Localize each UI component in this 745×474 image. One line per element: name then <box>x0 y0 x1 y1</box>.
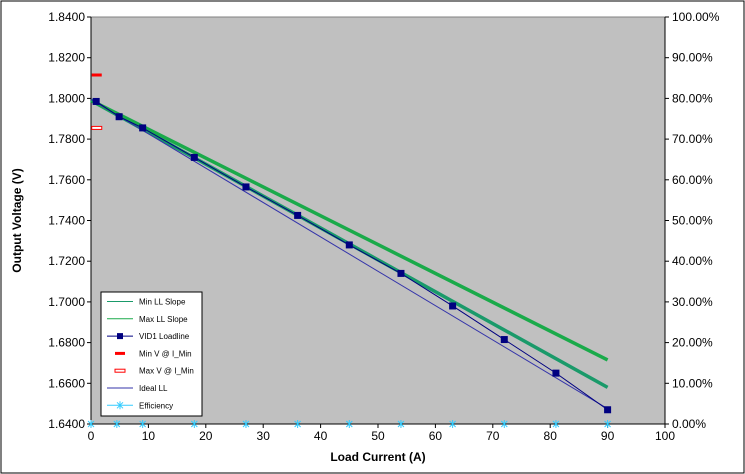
vid1-loadline-point <box>242 183 250 191</box>
y2-tick-label: 50.00% <box>672 214 713 228</box>
vid1-loadline-point <box>115 113 123 121</box>
axis-ticks: 0 10 20 30 40 50 60 70 80 90 100 1.6400 1.6600 1.6800… <box>48 10 719 443</box>
vid1-loadline-point <box>345 241 353 249</box>
legend-item: Efficiency <box>107 401 173 410</box>
y-tick-label: 1.8000 <box>48 91 85 105</box>
legend-item: VID1 Loadline <box>107 332 190 341</box>
efficiency-point <box>87 420 95 428</box>
efficiency-point <box>397 420 405 428</box>
efficiency-point <box>242 420 250 428</box>
legend-item: Max V @ I_Min <box>114 367 194 376</box>
vid1-loadline-point <box>92 97 100 105</box>
y-tick-label: 1.8200 <box>48 51 85 65</box>
vid1-loadline-point <box>449 302 457 310</box>
vid1-loadline-point <box>500 336 508 344</box>
x-tick-label: 30 <box>257 429 271 443</box>
y2-tick-label: 70.00% <box>672 132 713 146</box>
vid1-loadline-point <box>190 153 198 161</box>
legend-item: Min LL Slope <box>107 298 186 307</box>
x-tick-label: 0 <box>88 429 95 443</box>
y2-tick-label: 40.00% <box>672 254 713 268</box>
legend-label: Efficiency <box>139 401 173 410</box>
y2-tick-label: 100.00% <box>672 10 720 24</box>
series-layer <box>87 73 612 428</box>
legend-label: Ideal LL <box>139 384 168 393</box>
y-tick-label: 1.7200 <box>48 254 85 268</box>
efficiency-point <box>552 420 560 428</box>
x-tick-label: 90 <box>601 429 615 443</box>
series-line-max-ll-slope <box>90 98 609 362</box>
efficiency-point <box>139 420 147 428</box>
x-tick-label: 60 <box>429 429 443 443</box>
efficiency-point <box>294 420 301 428</box>
x-tick-label: 50 <box>371 429 385 443</box>
legend-label: Max LL Slope <box>139 315 188 324</box>
y-tick-label: 1.8400 <box>48 10 85 24</box>
vid1-loadline-point <box>604 406 612 414</box>
y-tick-label: 1.7400 <box>48 214 85 228</box>
x-tick-label: 70 <box>486 429 500 443</box>
efficiency-point <box>604 420 611 428</box>
series-line-ideal-ll <box>90 98 608 410</box>
legend-label: VID1 Loadline <box>139 332 190 341</box>
y-axis-title: Output Voltage (V) <box>10 168 24 272</box>
efficiency-point <box>113 420 121 428</box>
y-tick-label: 1.6800 <box>48 336 85 350</box>
vid1-loadline-point <box>552 369 560 377</box>
y-tick-label: 1.6400 <box>48 417 85 431</box>
legend-label: Max V @ I_Min <box>139 367 194 376</box>
vid1-loadline-point <box>294 211 302 219</box>
y2-tick-label: 80.00% <box>672 91 713 105</box>
y2-tick-label: 0.00% <box>672 417 706 431</box>
legend-item: Min V @ I_Min <box>115 349 192 358</box>
efficiency-point <box>345 420 353 428</box>
efficiency-point <box>190 420 198 428</box>
x-tick-label: 40 <box>314 429 328 443</box>
y-tick-label: 1.7800 <box>48 132 85 146</box>
y-tick-label: 1.7600 <box>48 173 85 187</box>
legend-label: Min LL Slope <box>139 298 186 307</box>
vid1-loadline-point <box>397 269 405 277</box>
series-line-vid1-loadline <box>95 101 608 411</box>
x-tick-label: 10 <box>142 429 156 443</box>
efficiency-point <box>500 420 508 428</box>
legend: Min LL Slope Max LL Slope VID1 Loadline Min… <box>100 291 203 417</box>
y-tick-label: 1.6600 <box>48 376 85 390</box>
x-axis-title: Load Current (A) <box>330 450 425 464</box>
vid1-loadline-point <box>139 124 147 132</box>
y2-tick-label: 30.00% <box>672 295 713 309</box>
legend-label: Min V @ I_Min <box>139 349 192 358</box>
efficiency-point <box>449 420 456 428</box>
x-tick-label: 20 <box>199 429 213 443</box>
x-tick-label: 100 <box>655 429 675 443</box>
y2-tick-label: 90.00% <box>672 51 713 65</box>
y2-tick-label: 10.00% <box>672 376 713 390</box>
legend-item: Max LL Slope <box>107 315 188 324</box>
x-tick-label: 80 <box>544 429 558 443</box>
max-v-marker <box>91 125 103 130</box>
y2-tick-label: 60.00% <box>672 173 713 187</box>
y2-tick-label: 20.00% <box>672 336 713 350</box>
legend-item: Ideal LL <box>107 384 168 393</box>
y-tick-label: 1.7000 <box>48 295 85 309</box>
min-v-marker <box>91 73 102 77</box>
